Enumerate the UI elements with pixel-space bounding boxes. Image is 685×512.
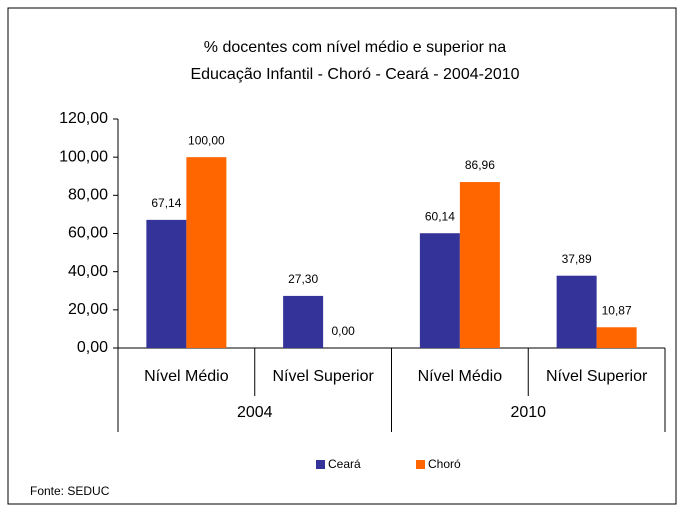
data-label: 37,89	[562, 252, 592, 266]
bar	[459, 182, 500, 348]
y-tick-label: 60,00	[68, 225, 108, 242]
data-label: 60,14	[425, 209, 455, 223]
data-label: 0,00	[331, 324, 355, 338]
y-tick-label: 120,00	[59, 110, 108, 127]
group-label: 2004	[237, 404, 273, 421]
bar	[419, 233, 460, 348]
legend-swatch	[316, 460, 325, 469]
x-tick-label: Nível Médio	[144, 368, 229, 385]
y-tick-label: 80,00	[68, 187, 108, 204]
chart-title: % docentes com nível médio e superior na	[204, 39, 506, 56]
bar	[283, 295, 324, 348]
bar	[596, 327, 637, 348]
x-tick-label: Nível Superior	[272, 368, 374, 385]
bar	[146, 219, 187, 348]
y-tick-label: 0,00	[77, 339, 108, 356]
chart-title: Educação Infantil - Choró - Ceará - 2004…	[190, 66, 519, 83]
source-note: Fonte: SEDUC	[30, 484, 110, 498]
legend-label: Ceará	[328, 457, 361, 471]
legend-label: Choró	[428, 457, 461, 471]
data-label: 10,87	[602, 303, 632, 317]
data-label: 86,96	[465, 158, 495, 172]
legend-swatch	[416, 460, 425, 469]
bar	[186, 157, 227, 348]
data-label: 100,00	[188, 133, 225, 147]
data-label: 27,30	[288, 272, 318, 286]
x-tick-label: Nível Médio	[418, 368, 503, 385]
data-label: 67,14	[151, 196, 181, 210]
bar	[556, 275, 597, 348]
y-tick-label: 100,00	[59, 148, 108, 165]
x-tick-label: Nível Superior	[546, 368, 648, 385]
group-label: 2010	[510, 404, 546, 421]
y-tick-label: 40,00	[68, 263, 108, 280]
chart-border	[7, 7, 677, 505]
y-tick-label: 20,00	[68, 301, 108, 318]
